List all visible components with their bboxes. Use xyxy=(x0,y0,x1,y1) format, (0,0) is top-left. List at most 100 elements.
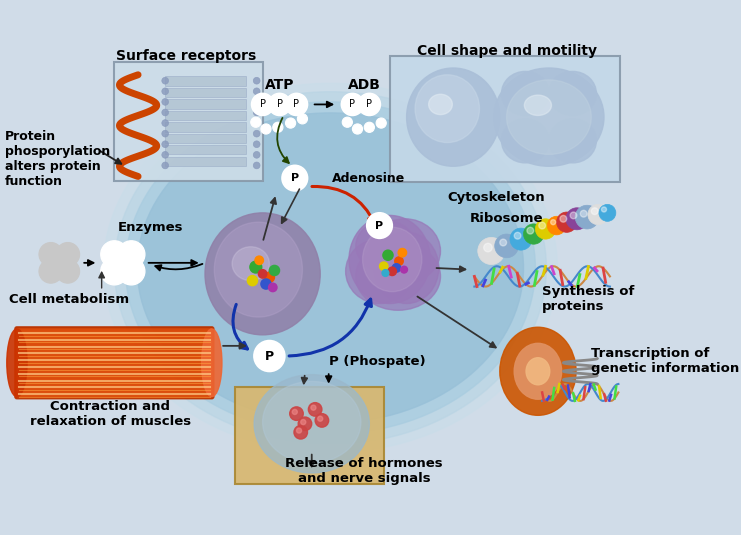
Circle shape xyxy=(250,261,262,273)
Circle shape xyxy=(39,242,63,266)
Circle shape xyxy=(536,219,556,239)
FancyBboxPatch shape xyxy=(165,88,246,97)
Circle shape xyxy=(162,120,168,126)
Circle shape xyxy=(591,208,598,215)
Text: P: P xyxy=(376,220,384,231)
Text: Cell shape and motility: Cell shape and motility xyxy=(416,44,597,58)
Circle shape xyxy=(551,220,556,225)
Ellipse shape xyxy=(502,119,549,163)
Circle shape xyxy=(162,162,168,169)
Ellipse shape xyxy=(407,68,499,166)
Ellipse shape xyxy=(262,381,361,463)
Circle shape xyxy=(273,122,283,132)
Circle shape xyxy=(599,204,616,221)
FancyBboxPatch shape xyxy=(165,157,246,166)
Circle shape xyxy=(39,259,63,283)
Text: Ribosome: Ribosome xyxy=(470,212,544,225)
Circle shape xyxy=(265,272,274,282)
Text: Surface receptors: Surface receptors xyxy=(116,49,256,63)
Ellipse shape xyxy=(202,329,222,396)
Circle shape xyxy=(342,94,363,116)
Ellipse shape xyxy=(103,83,557,453)
Circle shape xyxy=(548,216,566,235)
Circle shape xyxy=(255,256,264,264)
Circle shape xyxy=(268,283,277,292)
Ellipse shape xyxy=(502,71,549,116)
Circle shape xyxy=(401,266,408,273)
Circle shape xyxy=(484,243,492,252)
Circle shape xyxy=(527,227,534,234)
Circle shape xyxy=(392,264,401,272)
Circle shape xyxy=(296,428,302,433)
FancyBboxPatch shape xyxy=(390,56,620,181)
Circle shape xyxy=(514,232,521,239)
Circle shape xyxy=(118,258,144,285)
Text: Synthesis of
proteins: Synthesis of proteins xyxy=(542,285,634,314)
Circle shape xyxy=(297,114,308,124)
Ellipse shape xyxy=(114,91,546,444)
FancyBboxPatch shape xyxy=(165,145,246,155)
Ellipse shape xyxy=(356,242,440,310)
Circle shape xyxy=(162,98,168,105)
Circle shape xyxy=(315,414,329,427)
Circle shape xyxy=(359,94,380,116)
Text: Protein
phosporylation
alters protein
function: Protein phosporylation alters protein fu… xyxy=(5,130,110,188)
Ellipse shape xyxy=(494,68,604,166)
FancyBboxPatch shape xyxy=(16,327,213,399)
Text: Cytoskeleton: Cytoskeleton xyxy=(448,191,545,204)
Circle shape xyxy=(254,341,285,371)
FancyArrowPatch shape xyxy=(312,187,375,223)
Circle shape xyxy=(253,78,260,84)
Circle shape xyxy=(162,88,168,95)
Text: Adenosine: Adenosine xyxy=(332,172,405,185)
Circle shape xyxy=(162,141,168,148)
FancyBboxPatch shape xyxy=(165,111,246,120)
Circle shape xyxy=(162,109,168,116)
Circle shape xyxy=(252,94,273,116)
Circle shape xyxy=(253,88,260,95)
Circle shape xyxy=(247,276,258,286)
Circle shape xyxy=(539,222,545,229)
Ellipse shape xyxy=(369,219,440,283)
Circle shape xyxy=(566,208,588,230)
Circle shape xyxy=(253,162,260,169)
Ellipse shape xyxy=(254,374,369,473)
Circle shape xyxy=(499,239,507,246)
Circle shape xyxy=(388,267,396,276)
Circle shape xyxy=(570,212,577,219)
Circle shape xyxy=(580,210,587,217)
Circle shape xyxy=(376,118,386,128)
Circle shape xyxy=(285,94,308,116)
Text: Cell metabolism: Cell metabolism xyxy=(10,293,130,306)
Circle shape xyxy=(253,130,260,137)
Circle shape xyxy=(318,416,323,421)
Ellipse shape xyxy=(507,80,591,155)
Circle shape xyxy=(292,409,297,415)
FancyBboxPatch shape xyxy=(165,77,246,86)
Ellipse shape xyxy=(345,239,413,303)
Ellipse shape xyxy=(137,113,524,423)
Ellipse shape xyxy=(205,213,320,335)
Circle shape xyxy=(294,425,308,439)
Text: ATP: ATP xyxy=(265,78,294,92)
Circle shape xyxy=(162,78,168,84)
FancyArrowPatch shape xyxy=(289,299,371,356)
FancyArrowPatch shape xyxy=(233,304,247,349)
Text: Transcription of
genetic information: Transcription of genetic information xyxy=(591,347,740,375)
Circle shape xyxy=(253,141,260,148)
Text: Enzymes: Enzymes xyxy=(118,221,184,234)
Circle shape xyxy=(588,204,608,225)
Circle shape xyxy=(101,258,128,285)
Circle shape xyxy=(253,151,260,158)
Circle shape xyxy=(285,118,296,128)
Circle shape xyxy=(101,241,128,268)
Ellipse shape xyxy=(415,75,479,142)
Ellipse shape xyxy=(514,343,562,399)
Circle shape xyxy=(253,109,260,116)
Circle shape xyxy=(162,130,168,137)
Ellipse shape xyxy=(7,329,27,396)
Circle shape xyxy=(342,117,353,127)
Circle shape xyxy=(524,224,544,244)
Circle shape xyxy=(383,250,393,261)
Text: ADB: ADB xyxy=(348,78,381,92)
